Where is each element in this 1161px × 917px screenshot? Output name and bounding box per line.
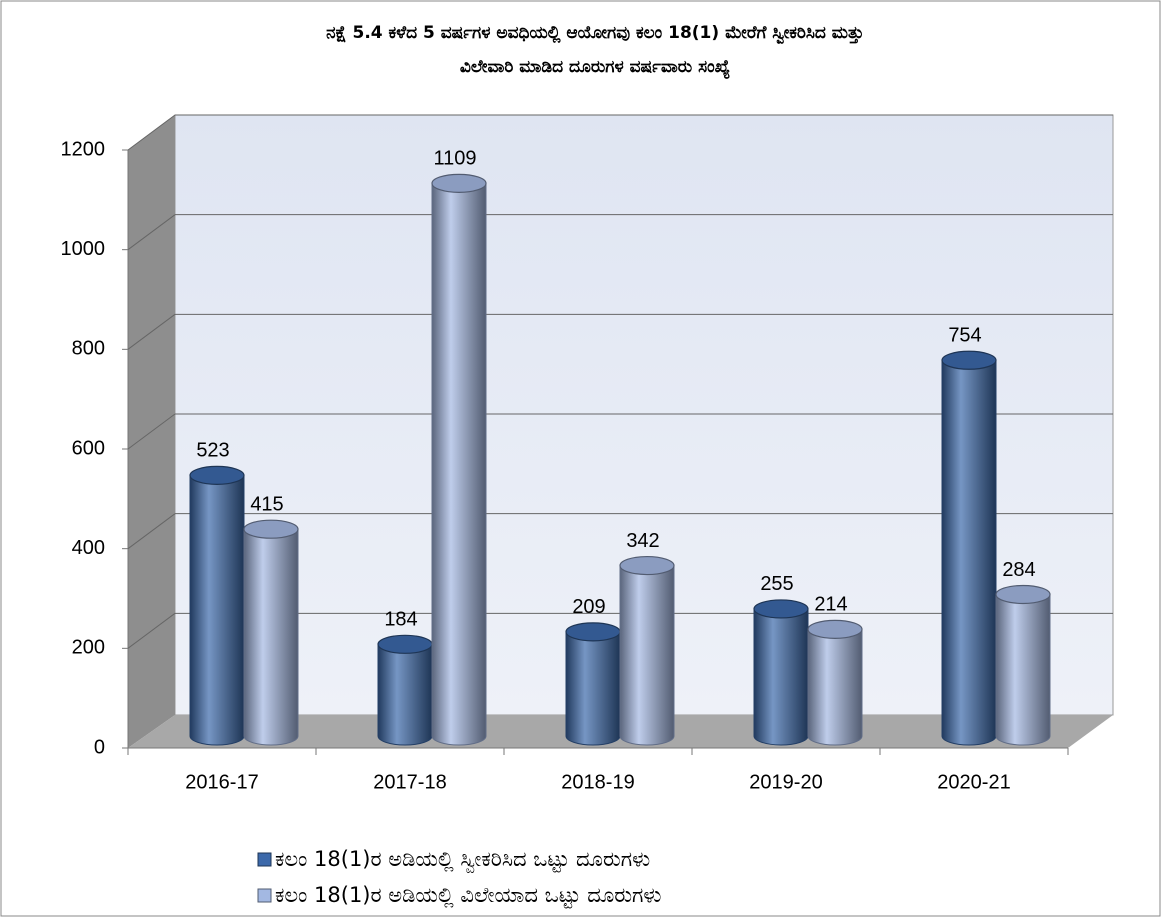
grid-line [127,612,176,649]
value-label: 255 [760,573,793,595]
y-tick-label: 400 [72,537,105,559]
bar-body [565,631,621,746]
grid-line [127,313,176,350]
legend-swatch [257,888,272,903]
bar-body [189,474,245,746]
bar-top [565,622,621,642]
y-tick-label: 800 [72,338,105,360]
bar-top [243,519,299,539]
value-label: 284 [1002,559,1035,581]
value-label: 523 [196,440,229,462]
bar-body [377,643,433,746]
chart-title: ವಿಲೇವಾರಿ ಮಾಡಿದ ದೂರುಗಳ ವರ್ಷವಾರು ಸಂಖ್ಯೆ [460,57,730,80]
value-label: 1109 [433,148,476,170]
bar-top [619,555,675,576]
grid-line [127,413,176,450]
bar-body [753,608,809,746]
y-tick-label: 200 [72,637,105,659]
bar-top [189,465,245,485]
grid-line [127,114,176,151]
legend-label: ಕಲಂ 18(1)ರ ಅಡಿಯಲ್ಲಿ ಸ್ವೀಕರಿಸಿದ ಒಟ್ಟು ದೂರ… [275,847,650,873]
value-label: 184 [384,609,417,631]
bar-body [619,565,675,746]
value-label: 214 [814,594,847,616]
bar-top [377,634,433,654]
bar-top [941,350,997,370]
bar-body [995,593,1051,746]
bar-top [431,173,487,193]
chart-title: ನಕ್ಷೆ 5.4 ಕಳೆದ 5 ವರ್ಷಗಳ ಅವಧಿಯಲ್ಲಿ ಆಯೋಗವು… [326,23,864,45]
y-tick-label: 1000 [61,238,106,260]
bar-top [807,619,863,639]
bar-body [431,182,487,746]
value-label: 415 [250,493,283,515]
bar-top [995,584,1051,605]
value-label: 209 [572,596,605,618]
x-tick-label: 2016-17 [185,771,258,793]
bar-body [941,359,997,746]
value-label: 754 [948,325,981,347]
x-tick-label: 2019-20 [749,771,822,793]
legend-label: ಕಲಂ 18(1)ರ ಅಡಿಯಲ್ಲಿ ವಿಲೇಯಾದ ಒಟ್ಟು ದೂರುಗಳ… [275,883,661,909]
grid-line [127,214,176,251]
bar-body [243,528,299,746]
bar-top [753,599,809,619]
y-tick-label: 0 [94,736,105,758]
legend-swatch [257,852,272,867]
y-tick-label: 600 [72,437,105,459]
bar-body [807,628,863,746]
x-tick-label: 2018-19 [561,771,634,793]
y-tick-label: 1200 [61,138,106,160]
grid-line [127,513,176,550]
value-label: 342 [626,530,659,552]
x-tick-label: 2020-21 [937,771,1010,793]
x-tick-label: 2017-18 [373,771,446,793]
